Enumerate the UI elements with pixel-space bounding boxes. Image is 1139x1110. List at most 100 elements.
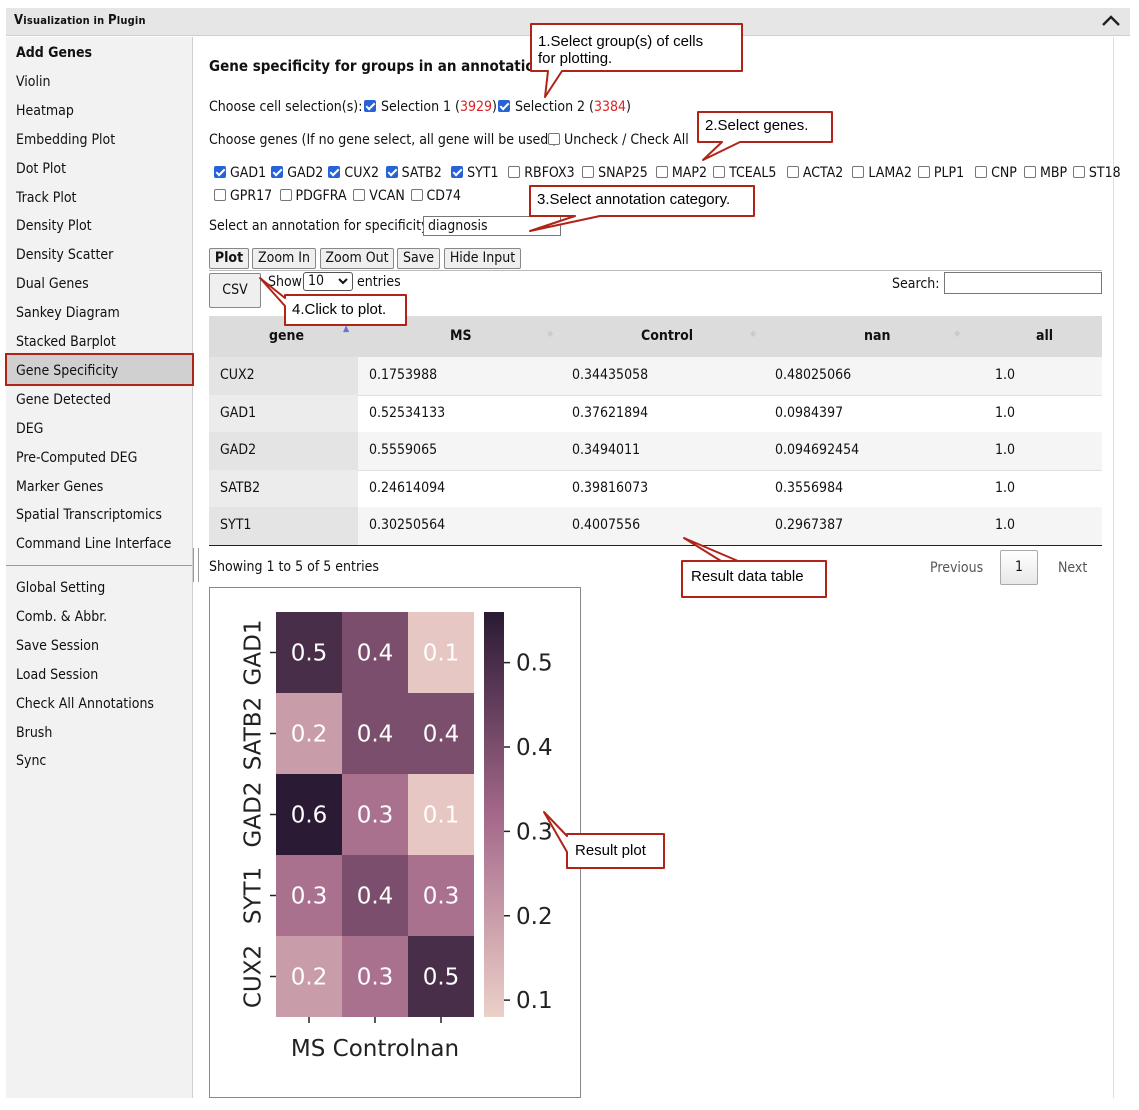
- splitter-handle[interactable]: [193, 548, 199, 582]
- sidebar-item-dual-genes[interactable]: Dual Genes: [16, 276, 89, 293]
- table-cell-ms: 0.5559065: [369, 442, 438, 459]
- input-divider: [209, 270, 1102, 271]
- chevron-up-icon[interactable]: [1100, 10, 1122, 32]
- sidebar-item-sankey-diagram[interactable]: Sankey Diagram: [16, 305, 120, 322]
- table-cell-gene: CUX2: [220, 367, 255, 383]
- heatmap-cell-syt1-nan: [408, 855, 474, 936]
- uncheck-all-label: Uncheck / Check All: [564, 132, 689, 148]
- heatmap-cell-gad1-control: [342, 612, 408, 693]
- gene-checkbox-plp1[interactable]: [917, 166, 930, 178]
- heatmap-cell-satb2-ms: [276, 693, 342, 774]
- sort-asc-icon: ▲: [343, 324, 350, 334]
- table-cell-ms: 0.30250564: [369, 517, 446, 534]
- table-cell-nan: 0.48025066: [775, 367, 852, 383]
- heatmap-value-label: 0.3: [357, 965, 394, 991]
- gene-checkbox-tceal5[interactable]: [713, 166, 726, 178]
- panel-header: Visualization in Plugin: [6, 8, 1130, 36]
- sidebar-item-violin[interactable]: Violin: [16, 73, 51, 90]
- sort-icon: ◆: [750, 329, 757, 339]
- sidebar-item-gene-detected[interactable]: Gene Detected: [16, 391, 111, 408]
- colorbar: [484, 612, 504, 1017]
- plot-button[interactable]: Plot: [209, 248, 249, 269]
- selection-1-checkbox[interactable]: [364, 100, 376, 112]
- sidebar-item-deg[interactable]: DEG: [16, 420, 44, 437]
- gene-checkbox-gad2[interactable]: [271, 166, 284, 178]
- column-header-ms[interactable]: MS: [450, 328, 472, 344]
- csv-button[interactable]: CSV: [209, 273, 261, 308]
- sidebar-item-embedding-plot[interactable]: Embedding Plot: [16, 131, 116, 148]
- sidebar-item-save-session[interactable]: Save Session: [16, 637, 99, 654]
- gene-label-cnp: CNP: [991, 165, 1017, 181]
- sidebar-item-track-plot[interactable]: Track Plot: [16, 189, 77, 206]
- gene-checkbox-lama2[interactable]: [852, 166, 865, 178]
- search-input[interactable]: [944, 272, 1102, 294]
- save-button[interactable]: Save: [397, 248, 440, 269]
- heatmap-value-label: 0.3: [357, 803, 394, 829]
- annotation-select[interactable]: diagnosis: [423, 216, 561, 236]
- gene-checkbox-mbp[interactable]: [1024, 166, 1036, 178]
- heatmap-value-label: 0.4: [357, 884, 394, 910]
- gene-checkbox-gad1[interactable]: [214, 166, 226, 178]
- colorbar-tick-label: 0.4: [516, 735, 553, 761]
- column-header-nan[interactable]: nan: [864, 328, 891, 344]
- previous-button[interactable]: Previous: [930, 560, 984, 576]
- y-tick-label: GAD2: [241, 782, 267, 848]
- zoom-out-button[interactable]: Zoom Out: [320, 248, 394, 269]
- sidebar-item-brush[interactable]: Brush: [16, 724, 53, 741]
- sidebar-item-gene-specificity[interactable]: Gene Specificity: [16, 362, 119, 379]
- next-button[interactable]: Next: [1058, 560, 1088, 576]
- column-header-all[interactable]: all: [1036, 328, 1054, 344]
- heatmap-cell-gad2-ms: [276, 774, 342, 855]
- page-title: Gene specificity for groups in an annota…: [209, 57, 545, 75]
- gene-label-pdgfra: PDGFRA: [295, 188, 347, 204]
- callout-5-text: Result data table: [691, 568, 804, 585]
- sidebar-item-command-line-interface[interactable]: Command Line Interface: [16, 536, 172, 553]
- gene-checkbox-satb2[interactable]: [385, 166, 398, 178]
- sidebar-item-check-all-annotations[interactable]: Check All Annotations: [16, 695, 154, 712]
- entries-select[interactable]: 10: [303, 272, 353, 291]
- gene-checkbox-gpr17[interactable]: [214, 189, 226, 201]
- heatmap-value-label: 0.4: [357, 641, 394, 667]
- sidebar-item-pre-computed-deg[interactable]: Pre-Computed DEG: [16, 449, 138, 466]
- sidebar-item-load-session[interactable]: Load Session: [16, 666, 99, 683]
- sidebar-item-comb-abbr-[interactable]: Comb. & Abbr.: [16, 608, 108, 625]
- table-bottom-border: [209, 545, 1102, 546]
- table-first-cell-bg: [209, 507, 358, 546]
- gene-checkbox-map2[interactable]: [655, 166, 668, 178]
- sidebar-item-sync[interactable]: Sync: [16, 753, 47, 770]
- sidebar-item-spatial-transcriptomics[interactable]: Spatial Transcriptomics: [16, 507, 162, 524]
- cell-selection-label: Choose cell selection(s):: [209, 99, 363, 115]
- sidebar-item-marker-genes[interactable]: Marker Genes: [16, 478, 104, 495]
- heatmap-value-label: 0.2: [291, 722, 328, 748]
- sidebar-item-global-setting[interactable]: Global Setting: [16, 580, 106, 596]
- sidebar-item-add-genes[interactable]: Add Genes: [16, 45, 93, 61]
- gene-checkbox-snap25[interactable]: [582, 166, 595, 178]
- hide-input-button[interactable]: Hide Input: [444, 248, 521, 269]
- sidebar-item-stacked-barplot[interactable]: Stacked Barplot: [16, 334, 116, 350]
- gene-checkbox-vcan[interactable]: [353, 189, 366, 201]
- uncheck-all-checkbox[interactable]: [548, 133, 560, 145]
- heatmap-cell-cux2-nan: [408, 936, 474, 1017]
- sidebar-item-heatmap[interactable]: Heatmap: [16, 102, 74, 119]
- column-header-gene[interactable]: gene: [269, 328, 305, 344]
- sidebar-item-dot-plot[interactable]: Dot Plot: [16, 160, 67, 177]
- gene-checkbox-rbfox3[interactable]: [508, 166, 521, 178]
- column-header-control[interactable]: Control: [641, 328, 694, 344]
- gene-checkbox-cux2[interactable]: [328, 166, 341, 178]
- sidebar-item-density-scatter[interactable]: Density Scatter: [16, 247, 114, 264]
- table-first-cell-bg: [209, 394, 358, 433]
- gene-checkbox-syt1[interactable]: [451, 166, 464, 178]
- gene-checkbox-pdgfra[interactable]: [279, 189, 292, 201]
- gene-checkbox-st18[interactable]: [1072, 166, 1085, 178]
- gene-checkbox-cnp[interactable]: [975, 166, 988, 178]
- selection-2-checkbox[interactable]: [498, 100, 510, 112]
- table-cell-nan: 0.0984397: [775, 404, 844, 421]
- sidebar-item-density-plot[interactable]: Density Plot: [16, 218, 92, 235]
- gene-checkbox-acta2[interactable]: [786, 166, 799, 178]
- gene-label-syt1: SYT1: [467, 165, 499, 181]
- gene-checkbox-cd74[interactable]: [410, 189, 423, 201]
- page-1-button[interactable]: 1: [1000, 550, 1038, 585]
- zoom-in-button[interactable]: Zoom In: [252, 248, 316, 269]
- heatmap-cell-satb2-nan: [408, 693, 474, 774]
- heatmap-cell-syt1-control: [342, 855, 408, 936]
